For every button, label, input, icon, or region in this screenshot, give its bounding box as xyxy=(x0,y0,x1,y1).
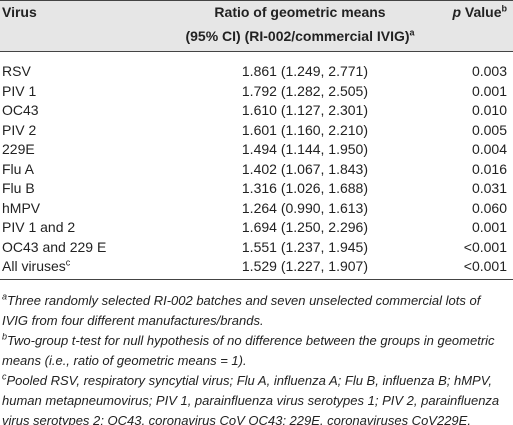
text: PIV 1 xyxy=(2,82,37,99)
text: Flu B xyxy=(2,180,35,196)
ratio-cell: 1.861 (1.249, 2.771) xyxy=(241,63,368,79)
text: PIV 2 xyxy=(2,121,37,138)
virus-cell: Flu A xyxy=(2,160,34,178)
rule xyxy=(0,279,513,280)
footnotes: aThree randomly selected RI-002 batches … xyxy=(2,291,507,425)
header-virus: Virus xyxy=(2,4,37,20)
text: All viruses xyxy=(2,258,66,274)
virus-cell: Flu B xyxy=(2,179,35,197)
ratio-cell: 1.610 (1.127, 2.301) xyxy=(241,102,368,118)
note-mark: b xyxy=(501,3,508,14)
ratio-cell: 1.402 (1.067, 1.843) xyxy=(241,160,368,177)
ratio-cell: 1.529 (1.227, 1.907) xyxy=(241,258,368,274)
footnote: aThree randomly selected RI-002 batches … xyxy=(2,291,507,331)
text: OC43 and 229 E xyxy=(2,238,107,255)
p-cell: 0.004 xyxy=(471,141,507,157)
p-cell: 0.010 xyxy=(471,102,507,118)
virus-cell: All virusesc xyxy=(2,257,70,275)
text: Pooled RSV, respiratory syncytial virus;… xyxy=(2,373,500,425)
p-cell: 0.060 xyxy=(471,199,507,216)
text: OC43 xyxy=(2,102,39,118)
p-cell: <0.001 xyxy=(463,238,507,255)
ratio-cell: 1.601 (1.160, 2.210) xyxy=(241,121,368,138)
p-cell: 0.003 xyxy=(471,63,507,79)
ratio-cell: 1.316 (1.026, 1.688) xyxy=(241,180,368,196)
text: RSV xyxy=(2,63,31,79)
p-cell: 0.005 xyxy=(471,121,507,138)
text: Three randomly selected RI-002 batches a… xyxy=(2,293,481,328)
header-ratio-sub: (95% CI) (RI-002/commercial IVIG)a xyxy=(185,28,414,44)
footnote: bTwo-group t-test for null hypothesis of… xyxy=(2,331,507,371)
note-mark: c xyxy=(2,371,7,382)
virus-cell: 229E xyxy=(2,140,35,158)
ratio-cell: 1.694 (1.250, 2.296) xyxy=(241,219,368,235)
text: p xyxy=(452,4,462,20)
note-mark: c xyxy=(65,257,71,268)
text: (95% CI) (RI-002/commercial IVIG) xyxy=(185,28,410,44)
virus-cell: OC43 and 229 E xyxy=(2,238,106,256)
note-mark: b xyxy=(2,331,8,342)
ratio-cell: 1.264 (0.990, 1.613) xyxy=(241,199,368,216)
virus-cell: PIV 1 and 2 xyxy=(2,218,75,236)
note-mark: a xyxy=(409,27,415,38)
ratio-cell: 1.551 (1.237, 1.945) xyxy=(241,238,368,255)
p-cell: <0.001 xyxy=(463,258,507,274)
p-cell: 0.016 xyxy=(471,160,507,177)
virus-cell: OC43 xyxy=(2,101,39,119)
text: Value xyxy=(464,4,502,20)
ratio-cell: 1.792 (1.282, 2.505) xyxy=(241,82,368,99)
text: 229E xyxy=(2,141,35,157)
text: Flu A xyxy=(2,160,34,177)
footnote: cPooled RSV, respiratory syncytial virus… xyxy=(2,371,507,425)
header: Virus Ratio of geometric means (95% CI) … xyxy=(0,0,513,52)
note-mark: a xyxy=(2,291,8,302)
virus-cell: PIV 2 xyxy=(2,121,36,139)
p-cell: 0.001 xyxy=(471,219,507,235)
header-ratio: Ratio of geometric means xyxy=(214,4,386,20)
text: hMPV xyxy=(2,199,41,216)
virus-cell: PIV 1 xyxy=(2,82,36,100)
virus-cell: hMPV xyxy=(2,199,40,217)
text: PIV 1 and 2 xyxy=(2,219,76,235)
text: Two-group t-test for null hypothesis of … xyxy=(2,333,495,368)
virus-cell: RSV xyxy=(2,62,31,80)
header-p: p Valueb xyxy=(452,4,507,20)
p-cell: 0.001 xyxy=(471,82,507,99)
p-cell: 0.031 xyxy=(471,180,507,196)
ratio-cell: 1.494 (1.144, 1.950) xyxy=(241,141,368,157)
